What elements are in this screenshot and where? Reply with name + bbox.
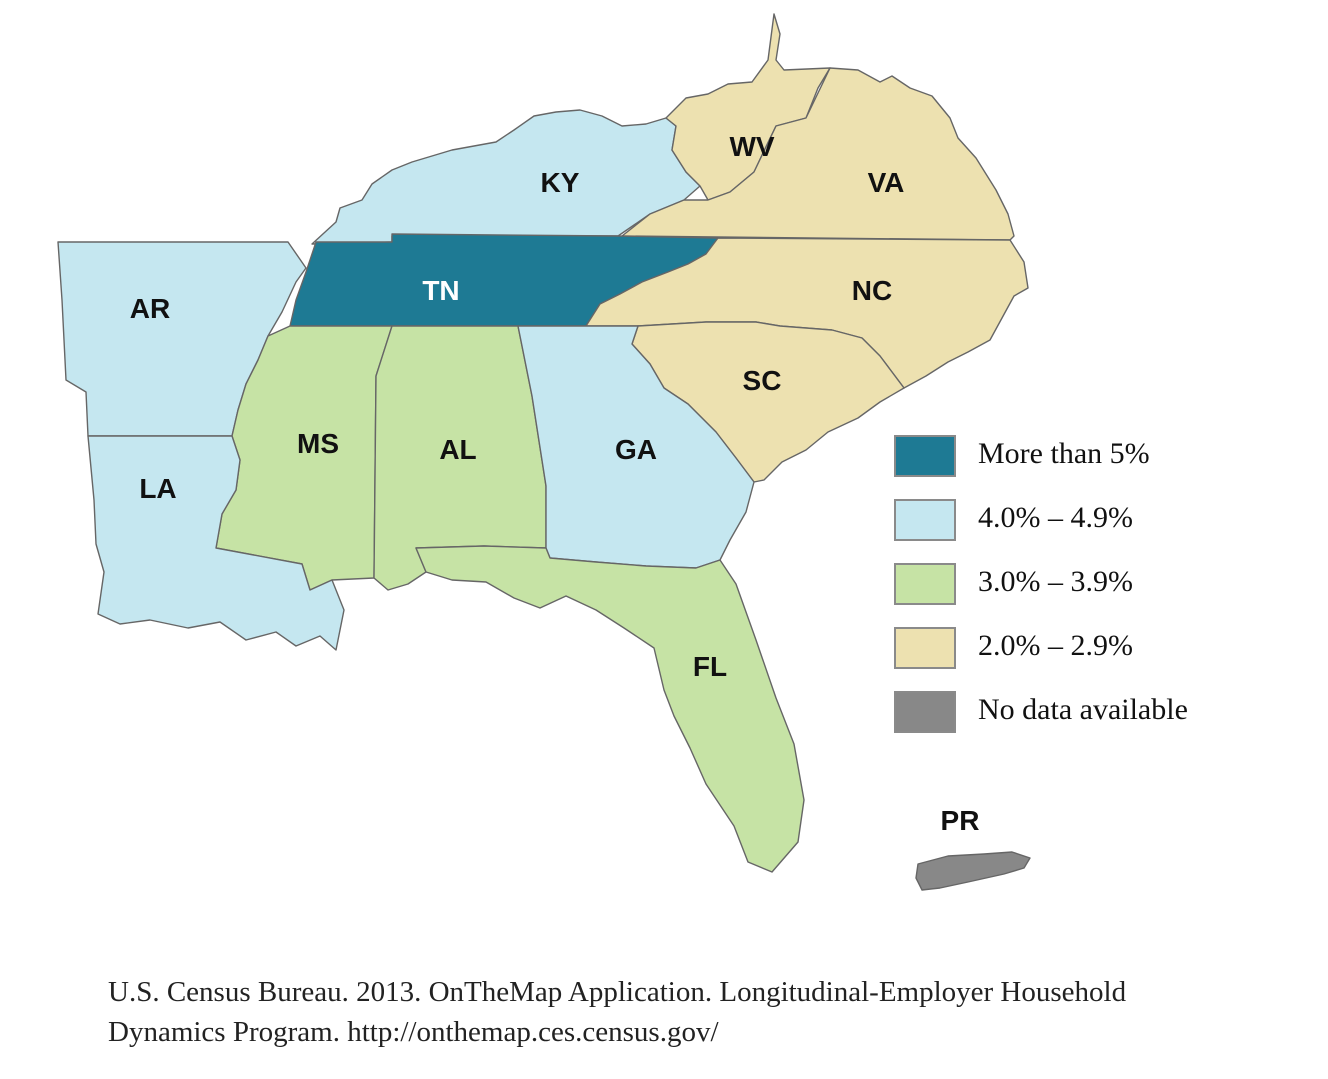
state-label-wv: WV xyxy=(729,131,774,162)
state-label-ky: KY xyxy=(541,167,580,198)
legend-swatch xyxy=(894,435,956,477)
state-label-ms: MS xyxy=(297,428,339,459)
legend-label: No data available xyxy=(978,693,1188,726)
state-label-nc: NC xyxy=(852,275,892,306)
legend-swatch xyxy=(894,691,956,733)
source-line-2: Dynamics Program. http://onthemap.ces.ce… xyxy=(108,1016,719,1048)
state-label-al: AL xyxy=(439,434,476,465)
legend-swatch xyxy=(894,627,956,669)
legend-item: 4.0% – 4.9% xyxy=(894,499,1254,545)
state-fl xyxy=(415,545,805,873)
state-wv xyxy=(665,13,831,201)
state-va xyxy=(621,67,1015,241)
legend-item: 3.0% – 3.9% xyxy=(894,563,1254,609)
state-la xyxy=(87,435,345,651)
source-line-1: U.S. Census Bureau. 2013. OnTheMap Appli… xyxy=(108,976,1127,1008)
legend-label: 4.0% – 4.9% xyxy=(978,501,1133,534)
legend-swatch xyxy=(894,563,956,605)
state-label-fl: FL xyxy=(693,651,727,682)
southeast-map: KY WV VA AR TN NC SC MS AL GA LA FL PR xyxy=(57,13,1031,891)
state-label-la: LA xyxy=(139,473,176,504)
legend-item: No data available xyxy=(894,691,1254,737)
state-pr xyxy=(915,851,1031,891)
state-label-ga: GA xyxy=(615,434,657,465)
legend-label: 2.0% – 2.9% xyxy=(978,629,1133,662)
legend-label: More than 5% xyxy=(978,437,1150,470)
state-label-pr: PR xyxy=(941,805,980,836)
legend-label: 3.0% – 3.9% xyxy=(978,565,1133,598)
state-label-tn: TN xyxy=(422,275,459,306)
state-label-ar: AR xyxy=(130,293,170,324)
source-citation: U.S. Census Bureau. 2013. OnTheMap Appli… xyxy=(108,972,1298,1052)
legend-swatch xyxy=(894,499,956,541)
legend-item: More than 5% xyxy=(894,435,1254,481)
state-label-va: VA xyxy=(868,167,905,198)
legend-item: 2.0% – 2.9% xyxy=(894,627,1254,673)
state-label-sc: SC xyxy=(743,365,782,396)
